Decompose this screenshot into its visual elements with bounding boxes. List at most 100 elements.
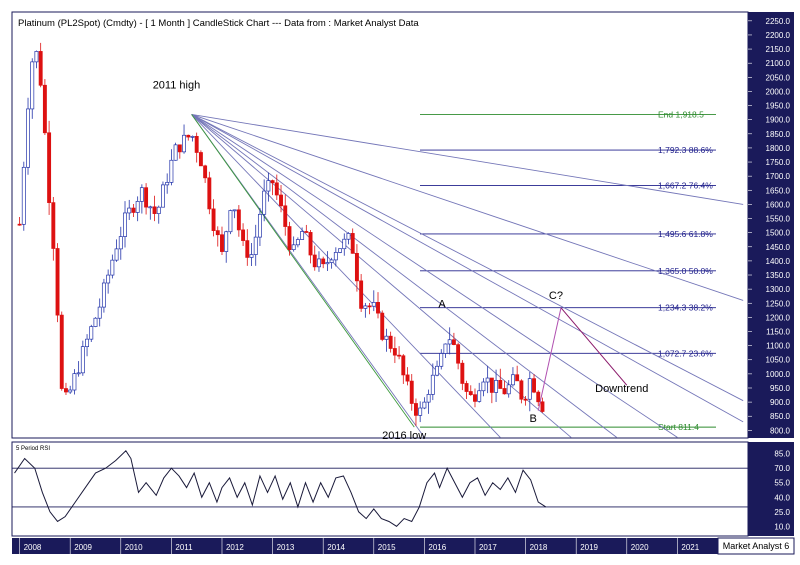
fib-level-label: 1,495.6 61.8%: [658, 229, 713, 239]
price-tick-label: 1100.0: [766, 342, 790, 351]
time-tick-label: 2014: [327, 543, 345, 552]
candle-body: [97, 306, 102, 319]
candle-body: [489, 377, 494, 393]
fan-line: [191, 114, 744, 205]
candle-body: [262, 190, 267, 215]
rsi-line: [14, 450, 547, 527]
price-tick-label: 1550.0: [766, 215, 791, 224]
rsi-tick-label: 10.0: [774, 522, 790, 531]
candle-body: [338, 248, 343, 253]
candle-body: [21, 166, 26, 225]
projection-line-bc: [537, 307, 562, 411]
candle-body: [287, 226, 292, 251]
price-tick-label: 1750.0: [766, 158, 791, 167]
candle-body: [460, 362, 465, 384]
candle-body: [350, 233, 355, 254]
price-tick-label: 850.0: [770, 412, 791, 421]
candle-body: [519, 380, 524, 400]
candle-body: [76, 372, 81, 375]
candle-body: [253, 236, 258, 255]
fib-level-label: 1,792.3 88.6%: [658, 145, 713, 155]
candle-body: [443, 343, 448, 354]
rsi-indicator: [12, 450, 748, 527]
price-tick-label: 2150.0: [766, 45, 791, 54]
candle-body: [114, 248, 119, 261]
candle-body: [418, 407, 423, 416]
downtrend-line: [560, 307, 628, 386]
price-tick-label: 1950.0: [766, 102, 791, 111]
time-tick-label: 2013: [277, 543, 295, 552]
time-tick-label: 2019: [580, 543, 598, 552]
fibonacci-levels: End 1,918.5 1,792.3 88.6% 1,667.2 76.4% 1,4…: [420, 109, 716, 432]
candle-body: [274, 182, 279, 196]
time-tick-label: 2009: [74, 543, 92, 552]
price-tick-label: 1900.0: [766, 116, 791, 125]
candle-body: [317, 258, 321, 268]
candle-body: [165, 182, 170, 186]
fan-line: [191, 114, 744, 301]
candle-body: [173, 144, 178, 161]
candle-body: [405, 374, 410, 382]
fan-line-green: [191, 114, 415, 428]
speed-fan-lines: [191, 114, 744, 438]
candle-body: [220, 234, 224, 252]
candle-body: [241, 229, 246, 241]
candle-body: [481, 381, 486, 392]
candle-body: [169, 159, 174, 183]
candle-body: [85, 338, 90, 347]
candle-body: [304, 231, 309, 233]
candle-body: [156, 206, 161, 214]
rsi-label: 5 Period RSI: [16, 446, 50, 452]
price-panel-frame: [11, 11, 749, 439]
candle-body: [152, 206, 157, 214]
price-tick-label: 1850.0: [766, 130, 791, 139]
projection-lines: [537, 307, 628, 411]
candle-body: [354, 252, 359, 282]
chart-title: Platinum (PL2Spot) (Cmdty) - [ 1 Month ]…: [18, 18, 419, 29]
time-tick-label: 2018: [530, 543, 548, 552]
candle-body: [203, 165, 208, 179]
fan-line: [191, 114, 744, 402]
candle-body: [257, 213, 262, 238]
rsi-tick-label: 70.0: [774, 464, 790, 473]
price-tick-label: 1450.0: [766, 243, 791, 252]
candle-body: [139, 187, 144, 202]
candle-body: [376, 301, 380, 314]
candle-body: [532, 378, 536, 393]
candle-body: [430, 374, 435, 395]
candle-body: [93, 317, 98, 327]
candle-body: [64, 388, 68, 393]
fib-level-label: 1,234.3 38.2%: [658, 303, 713, 313]
candle-body: [477, 390, 482, 402]
candle-body: [312, 254, 317, 268]
candle-body: [135, 201, 140, 213]
candle-body: [270, 180, 275, 184]
candle-body: [123, 212, 127, 237]
candle-body: [439, 353, 444, 367]
candle-body: [295, 239, 300, 246]
rsi-tick-label: 40.0: [774, 493, 790, 502]
candle-body: [266, 180, 271, 192]
candle-body: [161, 184, 165, 208]
time-tick-label: 2012: [226, 543, 244, 552]
candle-body: [451, 339, 456, 345]
fib-level-label: 1,365.0 50.0%: [658, 266, 713, 276]
time-tick-label: 2017: [479, 543, 497, 552]
price-tick-label: 2100.0: [766, 59, 791, 68]
candle-body: [333, 252, 338, 261]
candle-body: [510, 374, 515, 386]
candle-body: [211, 208, 216, 231]
fib-level-label: 1,667.2 76.4%: [658, 180, 713, 190]
price-tick-label: 1250.0: [766, 299, 791, 308]
watermark-panel: [717, 537, 795, 555]
candle-body: [464, 383, 469, 392]
candle-body: [494, 380, 499, 393]
candle-body: [435, 365, 439, 376]
candle-body: [515, 374, 520, 382]
time-tick-label: 2010: [125, 543, 143, 552]
candles: [17, 42, 545, 426]
candle-body: [506, 384, 511, 395]
candle-body: [68, 389, 73, 393]
fan-line: [191, 114, 744, 423]
candle-body: [388, 335, 393, 349]
